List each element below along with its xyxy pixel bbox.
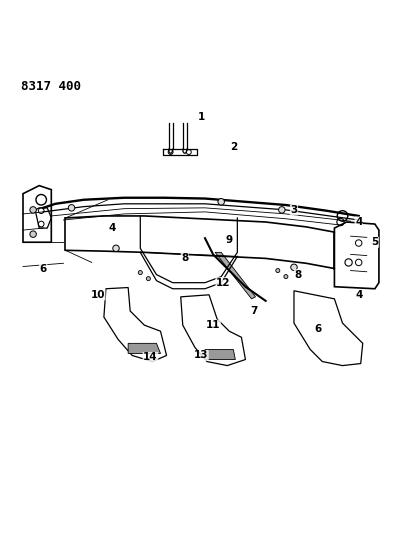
Text: 4: 4 xyxy=(354,290,362,300)
Circle shape xyxy=(218,199,224,205)
Text: 14: 14 xyxy=(143,352,157,362)
Text: 12: 12 xyxy=(216,278,230,288)
Circle shape xyxy=(290,264,297,271)
Text: 8: 8 xyxy=(181,253,188,263)
Text: 3: 3 xyxy=(290,205,297,215)
Circle shape xyxy=(30,207,36,213)
Text: 2: 2 xyxy=(229,142,236,152)
Circle shape xyxy=(278,207,284,213)
Circle shape xyxy=(68,205,74,211)
Polygon shape xyxy=(215,252,255,299)
Polygon shape xyxy=(204,350,235,360)
Text: 6: 6 xyxy=(40,263,47,273)
Text: 11: 11 xyxy=(205,320,220,330)
Text: 13: 13 xyxy=(193,351,208,360)
Circle shape xyxy=(138,271,142,274)
Text: 6: 6 xyxy=(314,324,321,334)
Polygon shape xyxy=(128,343,160,353)
Text: 10: 10 xyxy=(90,290,105,300)
Text: 4: 4 xyxy=(108,223,115,233)
Text: 1: 1 xyxy=(197,112,204,122)
Circle shape xyxy=(30,231,36,237)
Circle shape xyxy=(112,245,119,252)
Circle shape xyxy=(146,277,150,281)
Circle shape xyxy=(283,274,287,279)
Text: 8: 8 xyxy=(294,270,301,280)
Text: 4: 4 xyxy=(354,217,362,227)
Text: 5: 5 xyxy=(370,237,378,247)
Circle shape xyxy=(275,269,279,272)
Text: 9: 9 xyxy=(225,235,232,245)
Text: 8317 400: 8317 400 xyxy=(21,80,81,93)
Text: 7: 7 xyxy=(249,306,256,316)
